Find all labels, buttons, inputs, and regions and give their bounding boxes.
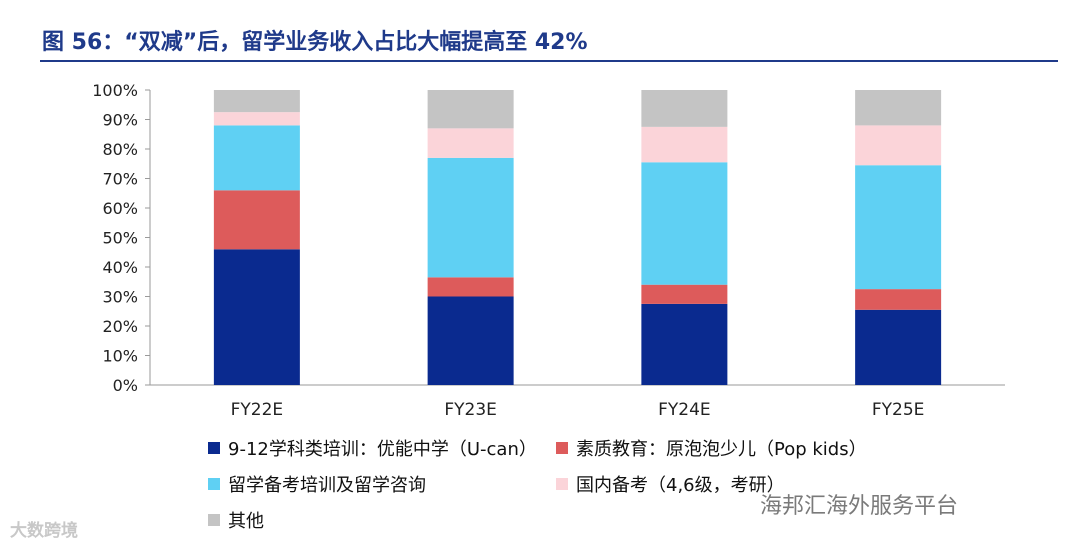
y-tick-label: 80% bbox=[102, 140, 138, 159]
y-tick-label: 100% bbox=[92, 81, 138, 100]
legend-swatch bbox=[208, 442, 220, 454]
x-tick-label: FY23E bbox=[444, 400, 497, 420]
bar-segment bbox=[855, 289, 942, 310]
legend-item: 9-12学科类培训：优能中学（U-can） bbox=[208, 435, 537, 461]
y-tick-label: 60% bbox=[102, 199, 138, 218]
legend-label: 留学备考培训及留学咨询 bbox=[228, 475, 426, 496]
x-tick-label: FY24E bbox=[658, 400, 711, 420]
bar-segment bbox=[213, 112, 300, 126]
legend-swatch bbox=[556, 442, 568, 454]
legend-swatch bbox=[556, 478, 568, 490]
chart-title: 图 56：“双减”后，留学业务收入占比大幅提高至 42% bbox=[42, 30, 588, 55]
legend-label: 其他 bbox=[228, 511, 264, 532]
y-tick-label: 0% bbox=[113, 376, 138, 395]
bar-segment bbox=[641, 162, 728, 285]
y-tick-label: 50% bbox=[102, 229, 138, 248]
legend-label: 国内备考（4,6级，考研） bbox=[576, 475, 785, 496]
bar-segment bbox=[641, 90, 728, 127]
bar-segment bbox=[213, 90, 300, 113]
bar-segment bbox=[213, 249, 300, 385]
y-tick-label: 40% bbox=[102, 258, 138, 277]
y-tick-label: 10% bbox=[102, 347, 138, 366]
bar-segment bbox=[213, 125, 300, 191]
bar-segment bbox=[427, 296, 514, 385]
legend-label: 9-12学科类培训：优能中学（U-can） bbox=[228, 439, 537, 460]
legend-item: 素质教育：原泡泡少儿（Pop kids） bbox=[556, 435, 867, 461]
y-tick-label: 30% bbox=[102, 288, 138, 307]
x-tick-label: FY25E bbox=[872, 400, 925, 420]
bar-segment bbox=[641, 126, 728, 163]
bar-segment bbox=[855, 90, 942, 126]
legend-swatch bbox=[208, 514, 220, 526]
bar-segment bbox=[213, 190, 300, 250]
title-underline bbox=[40, 60, 1058, 62]
legend-item: 国内备考（4,6级，考研） bbox=[556, 471, 785, 497]
watermark-right: 海邦汇海外服务平台 bbox=[760, 494, 959, 519]
x-tick-label: FY22E bbox=[231, 400, 284, 420]
legend-swatch bbox=[208, 478, 220, 490]
bar-segment bbox=[641, 284, 728, 304]
legend-item: 留学备考培训及留学咨询 bbox=[208, 471, 426, 497]
bar-segment bbox=[855, 165, 942, 290]
bar-segment bbox=[855, 309, 942, 385]
bar-segment bbox=[427, 90, 514, 129]
legend-label: 素质教育：原泡泡少儿（Pop kids） bbox=[576, 439, 867, 460]
bar-segment bbox=[641, 303, 728, 385]
bar-segment bbox=[427, 128, 514, 158]
y-tick-label: 70% bbox=[102, 170, 138, 189]
y-tick-label: 20% bbox=[102, 317, 138, 336]
watermark-left: 大数跨境 bbox=[10, 521, 78, 541]
y-tick-label: 90% bbox=[102, 111, 138, 130]
bar-segment bbox=[855, 125, 942, 166]
bar-segment bbox=[427, 277, 514, 297]
legend-item: 其他 bbox=[208, 507, 264, 533]
bar-segment bbox=[427, 157, 514, 278]
